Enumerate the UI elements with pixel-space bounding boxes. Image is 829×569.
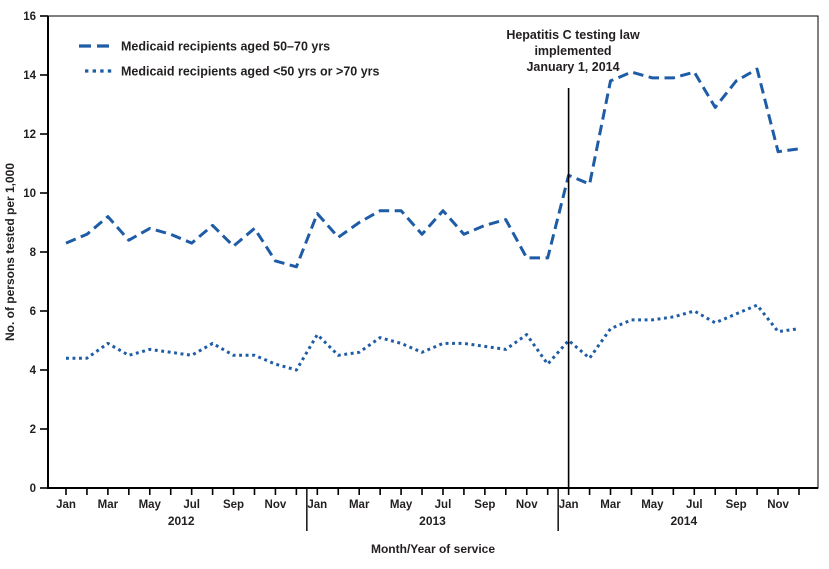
y-tick-label: 12 (23, 129, 36, 141)
y-tick-label: 2 (30, 424, 36, 436)
x-tick-label: Jul (686, 499, 703, 511)
legend-label-aged-under50-over70: Medicaid recipients aged <50 yrs or >70 … (121, 65, 380, 79)
law-annotation-line1: Hepatitis C testing law (506, 28, 640, 42)
x-tick-label: May (139, 499, 162, 511)
law-annotation-line2: implemented (534, 44, 611, 58)
x-tick-label: Nov (516, 499, 538, 511)
y-tick-label: 0 (30, 483, 36, 495)
year-label: 2014 (670, 514, 697, 528)
x-tick-label: Mar (98, 499, 119, 511)
x-tick-label: May (641, 499, 664, 511)
y-tick-label: 8 (30, 247, 37, 259)
legend-item-aged-50-70: Medicaid recipients aged 50–70 yrs (79, 40, 330, 54)
series-line-aged-50-70 (65, 67, 800, 269)
y-tick-label: 16 (23, 11, 36, 23)
year-label: 2012 (168, 514, 195, 528)
x-tick-label: Sep (223, 499, 244, 511)
law-annotation-line3: January 1, 2014 (526, 60, 619, 74)
x-tick-label: Jul (435, 499, 452, 511)
y-tick-label: 14 (23, 70, 36, 82)
x-tick-label: Mar (349, 499, 370, 511)
x-tick-label: May (390, 499, 413, 511)
chart-legend: Medicaid recipients aged 50–70 yrs Medic… (79, 40, 380, 79)
x-axis-title: Month/Year of service (371, 542, 495, 556)
x-tick-label: Mar (600, 499, 621, 511)
x-tick-label: Nov (767, 499, 789, 511)
x-tick-label: Jan (56, 499, 76, 511)
x-tick-label: Jan (559, 499, 579, 511)
year-label: 2013 (419, 514, 446, 528)
legend-label-aged-50-70: Medicaid recipients aged 50–70 yrs (121, 40, 330, 54)
legend-item-aged-under50-over70: Medicaid recipients aged <50 yrs or >70 … (85, 65, 380, 79)
y-tick-label: 6 (30, 306, 36, 318)
law-annotation: Hepatitis C testing law implemented Janu… (506, 28, 640, 74)
y-tick-label: 4 (30, 365, 37, 377)
x-tick-label: Nov (265, 499, 287, 511)
x-tick-label: Jan (307, 499, 327, 511)
y-axis-title: No. of persons tested per 1,000 (3, 163, 17, 341)
x-tick-label: Jul (183, 499, 200, 511)
series-line-aged-under50-over70 (66, 303, 800, 372)
y-tick-label: 10 (23, 188, 36, 200)
chart-generated-layer: 0 2 4 6 8 10 12 14 16 Jan Mar May Jul Sep Nov Jan Mar May… (23, 11, 800, 531)
x-tick-label: Sep (474, 499, 495, 511)
x-tick-label: Sep (726, 499, 747, 511)
plot-frame (47, 15, 819, 489)
